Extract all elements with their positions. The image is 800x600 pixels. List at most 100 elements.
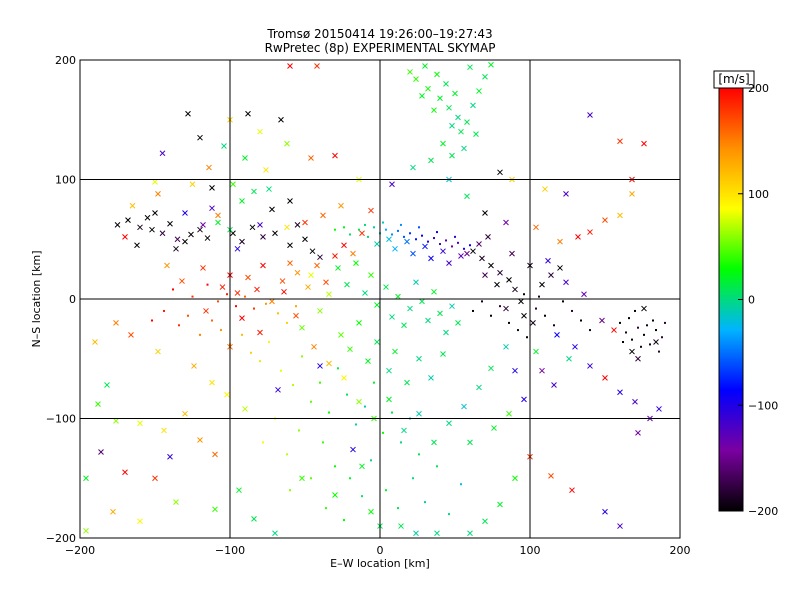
data-point-cross	[428, 157, 434, 164]
data-point-dot	[328, 411, 330, 414]
data-point-cross	[434, 71, 440, 78]
data-point-cross	[350, 250, 356, 257]
data-point-dot	[163, 309, 165, 312]
data-point-cross	[137, 224, 143, 231]
data-point-cross	[464, 250, 470, 257]
data-point-cross	[185, 110, 191, 117]
data-point-dot	[217, 300, 219, 303]
data-point-cross	[174, 236, 181, 243]
data-point-cross	[563, 279, 569, 286]
data-point-dot	[385, 489, 387, 492]
y-axis: −200 −100 0 100 200	[46, 54, 85, 545]
data-point-cross	[449, 152, 455, 159]
data-point-dot	[385, 228, 387, 231]
data-point-cross	[539, 281, 545, 288]
x-tick-label: −200	[65, 544, 95, 557]
data-point-cross	[326, 291, 332, 298]
data-point-cross	[482, 73, 488, 80]
data-point-dot	[415, 238, 417, 241]
data-point-cross	[653, 339, 659, 345]
data-point-dot	[334, 228, 336, 231]
data-point-cross	[611, 327, 617, 333]
data-point-dot	[439, 243, 441, 246]
data-point-cross	[602, 375, 608, 381]
data-point-cross	[479, 255, 485, 262]
data-point-cross	[356, 320, 362, 326]
data-point-cross	[428, 375, 434, 381]
data-point-cross	[476, 241, 482, 247]
y-tick-label: 200	[55, 54, 76, 67]
data-point-cross	[629, 190, 635, 197]
data-point-dot	[310, 477, 312, 480]
data-point-cross	[128, 331, 134, 338]
data-point-cross	[365, 358, 371, 364]
data-point-dot	[397, 229, 399, 232]
data-point-dot	[187, 314, 189, 317]
data-point-cross	[461, 145, 467, 152]
data-point-dot	[319, 381, 321, 384]
data-point-cross	[506, 410, 512, 417]
data-point-dot	[301, 355, 303, 358]
data-point-cross	[401, 427, 407, 434]
data-point-dot	[367, 235, 369, 238]
data-point-dot	[469, 244, 471, 247]
points-layer	[83, 61, 666, 537]
data-point-cross	[137, 420, 143, 427]
data-point-cross	[173, 499, 179, 506]
data-point-dot	[463, 247, 465, 250]
data-point-cross	[204, 235, 211, 241]
data-point-cross	[404, 379, 410, 386]
grid-layer	[80, 60, 680, 538]
data-point-cross	[551, 382, 557, 388]
data-point-cross	[287, 260, 293, 267]
data-point-cross	[251, 188, 257, 195]
data-point-cross	[467, 530, 473, 537]
data-point-cross	[581, 291, 587, 298]
data-point-dot	[658, 350, 660, 353]
data-point-cross	[587, 229, 593, 235]
data-point-dot	[628, 317, 630, 320]
data-point-cross	[392, 245, 398, 252]
data-point-cross	[137, 518, 143, 525]
data-point-cross	[494, 281, 500, 288]
data-point-cross	[368, 207, 374, 214]
data-point-cross	[425, 85, 431, 92]
data-point-cross	[182, 210, 188, 216]
data-point-cross	[470, 102, 476, 109]
data-point-dot	[457, 241, 459, 244]
data-point-cross	[200, 265, 206, 271]
data-point-cross	[284, 224, 290, 231]
data-point-cross	[617, 212, 623, 219]
data-point-cross	[413, 530, 419, 537]
data-point-cross	[602, 217, 608, 223]
data-point-cross	[279, 278, 286, 284]
data-point-cross	[332, 253, 338, 259]
data-point-cross	[167, 453, 173, 460]
data-point-cross	[272, 530, 278, 537]
data-point-cross	[386, 367, 392, 374]
data-point-dot	[526, 336, 528, 339]
data-point-cross	[287, 198, 293, 204]
data-point-dot	[151, 319, 153, 322]
data-point-cross	[431, 439, 437, 446]
data-point-cross	[482, 518, 488, 525]
data-point-cross	[287, 242, 293, 249]
data-point-dot	[343, 226, 345, 229]
data-point-dot	[634, 309, 636, 312]
data-point-cross	[197, 226, 203, 233]
data-point-dot	[295, 305, 297, 308]
data-point-dot	[499, 305, 501, 308]
x-tick-label: 0	[377, 544, 384, 557]
data-point-cross	[602, 508, 608, 515]
data-point-cross	[557, 238, 563, 245]
data-point-cross	[95, 401, 101, 408]
data-point-cross	[245, 110, 251, 117]
data-point-dot	[178, 324, 180, 327]
data-point-cross	[113, 320, 119, 326]
data-point-dot	[622, 341, 624, 344]
colorbar-tick-label: −200	[748, 505, 778, 518]
data-point-cross	[518, 298, 524, 305]
data-point-cross	[467, 64, 473, 71]
data-point-cross	[260, 234, 266, 240]
data-point-dot	[448, 513, 450, 516]
